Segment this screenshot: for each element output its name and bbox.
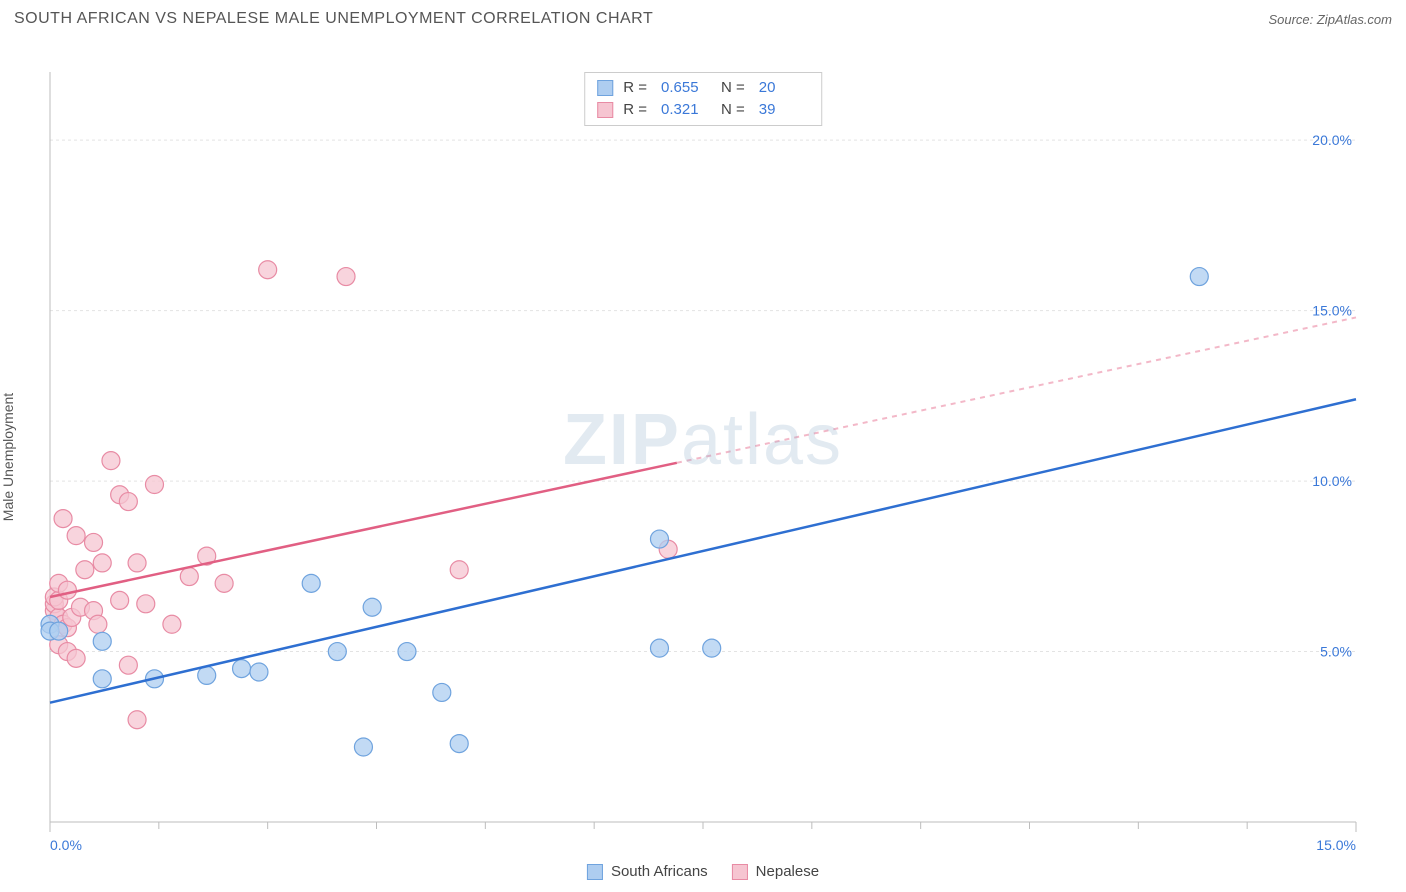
- stats-row-series-0: R = 0.655 N = 20: [597, 77, 809, 99]
- swatch-series-0: [597, 80, 613, 96]
- n-value-1: 39: [759, 99, 809, 121]
- r-value-1: 0.321: [661, 99, 711, 121]
- correlation-stats-box: R = 0.655 N = 20 R = 0.321 N = 39: [584, 72, 822, 126]
- legend-item-1: Nepalese: [732, 863, 819, 880]
- chart-header: SOUTH AFRICAN VS NEPALESE MALE UNEMPLOYM…: [0, 0, 1406, 32]
- stats-row-series-1: R = 0.321 N = 39: [597, 99, 809, 121]
- r-label-1: R =: [623, 99, 647, 121]
- legend-swatch-0: [587, 864, 603, 880]
- chart-container: Male Unemployment ZIPatlas 5.0%10.0%15.0…: [0, 32, 1406, 882]
- svg-text:10.0%: 10.0%: [1312, 473, 1352, 489]
- legend-label-0: South Africans: [611, 863, 708, 880]
- source-link[interactable]: ZipAtlas.com: [1317, 12, 1392, 27]
- swatch-series-1: [597, 102, 613, 118]
- svg-text:5.0%: 5.0%: [1320, 644, 1352, 660]
- n-label-0: N =: [721, 77, 745, 99]
- n-label-1: N =: [721, 99, 745, 121]
- source-attribution: Source: ZipAtlas.com: [1268, 12, 1392, 27]
- legend-swatch-1: [732, 864, 748, 880]
- svg-text:20.0%: 20.0%: [1312, 132, 1352, 148]
- r-label-0: R =: [623, 77, 647, 99]
- bottom-legend: South Africans Nepalese: [587, 863, 819, 880]
- legend-item-0: South Africans: [587, 863, 708, 880]
- r-value-0: 0.655: [661, 77, 711, 99]
- chart-title: SOUTH AFRICAN VS NEPALESE MALE UNEMPLOYM…: [14, 10, 653, 28]
- legend-label-1: Nepalese: [756, 863, 819, 880]
- source-prefix: Source:: [1268, 12, 1316, 27]
- svg-text:15.0%: 15.0%: [1316, 837, 1356, 853]
- y-axis-label: Male Unemployment: [0, 393, 16, 521]
- svg-text:0.0%: 0.0%: [50, 837, 82, 853]
- svg-text:15.0%: 15.0%: [1312, 303, 1352, 319]
- n-value-0: 20: [759, 77, 809, 99]
- scatter-chart: 5.0% 10.0% 15.0% 20.0% 0.0% 15.0%: [0, 32, 1406, 882]
